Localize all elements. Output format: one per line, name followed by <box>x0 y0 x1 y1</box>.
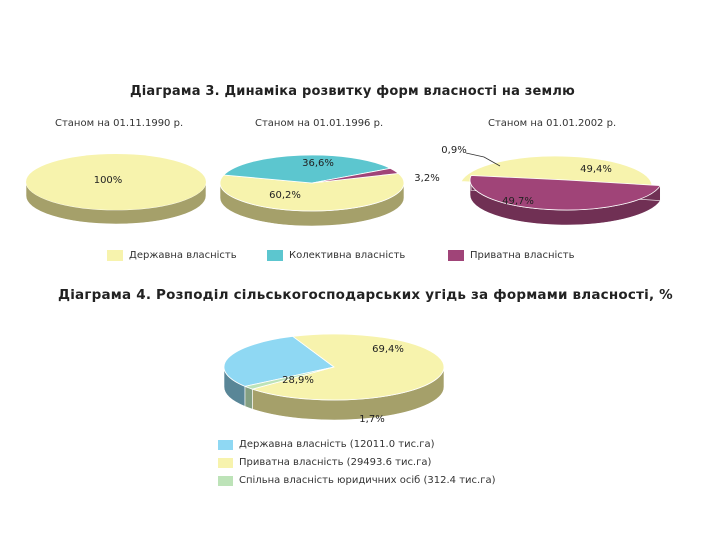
pie1-side-0-0 <box>25 181 207 225</box>
pie4-slice-0 <box>223 335 335 387</box>
pie1-value-label-0: 100% <box>94 175 123 186</box>
pie2-slice-0 <box>219 172 405 212</box>
pie1-slice-0 <box>26 154 206 210</box>
pie4-value-label-1: 69,4% <box>372 344 404 355</box>
legend-label-state: Державна власність <box>129 250 237 261</box>
pie3-value-label-0: 49,7% <box>502 196 534 207</box>
legend-item-collective: Колективна власність <box>267 250 405 261</box>
pie3-period-label: Станом на 01.01.2002 р. <box>488 118 617 129</box>
pie2-period-label: Станом на 01.01.1996 р. <box>255 118 384 129</box>
pie3-value-label-1: 0,9% <box>441 145 466 156</box>
pie4-side-2-0 <box>244 385 253 410</box>
legend4-item-private: Приватна власність (29493.6 тис.га) <box>218 457 431 468</box>
legend-label-private: Приватна власність <box>470 250 575 261</box>
legend4-label-state: Державна власність (12011.0 тис.га) <box>239 439 435 450</box>
pie1-period-label: Станом на 01.11.1990 р. <box>55 118 184 129</box>
pie4-slice-2 <box>243 366 335 390</box>
legend-swatch-private <box>448 250 464 261</box>
legend-swatch-collective <box>267 250 283 261</box>
legend4-swatch-state <box>218 439 233 450</box>
diagram4-title: Діаграма 4. Розподіл сільськогосподарськ… <box>58 287 673 303</box>
legend4-swatch-private <box>218 457 233 468</box>
legend4-swatch-joint <box>218 475 233 486</box>
pie2-slice-2 <box>311 167 400 184</box>
pie4-value-label-2: 1,7% <box>359 414 384 425</box>
pie4-value-label-0: 28,9% <box>282 375 314 386</box>
legend-item-state: Державна власність <box>107 250 237 261</box>
pie2-value-label-2: 3,2% <box>414 173 439 184</box>
pie4-slice-1 <box>251 333 445 401</box>
diagram3-title: Діаграма 3. Динаміка розвитку форм власн… <box>130 84 575 99</box>
legend4-label-private: Приватна власність (29493.6 тис.га) <box>239 457 432 468</box>
pie2-value-label-1: 36,6% <box>302 158 334 169</box>
legend4-item-joint: Спільна власність юридичних осіб (312.4 … <box>218 475 496 486</box>
legend4-item-state: Державна власність (12011.0 тис.га) <box>218 439 435 450</box>
pie3-leader-line <box>465 152 501 167</box>
legend-swatch-state <box>107 250 123 261</box>
pie2-value-label-0: 60,2% <box>269 190 301 201</box>
legend4-label-joint: Спільна власність юридичних осіб (312.4 … <box>239 475 496 486</box>
pie3-value-label-2: 49,4% <box>580 164 612 175</box>
pie3-slice-2 <box>469 175 662 211</box>
legend-item-private: Приватна власність <box>448 250 575 261</box>
legend-label-collective: Колективна власність <box>289 250 406 261</box>
